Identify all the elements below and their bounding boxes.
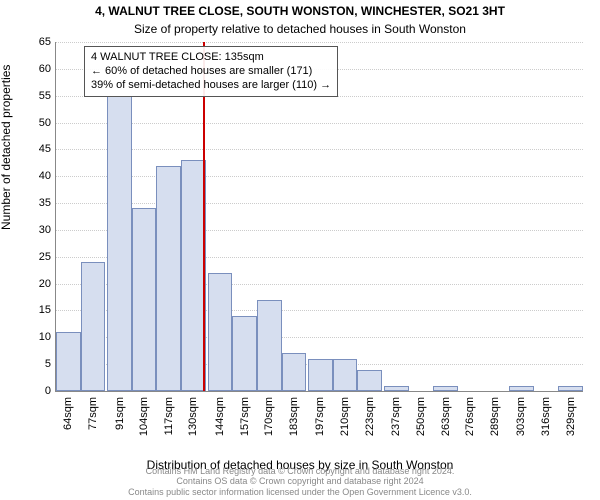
y-tick-label: 5	[45, 358, 51, 370]
x-tick-label: 210sqm	[339, 397, 351, 436]
histogram-bar	[433, 386, 458, 391]
x-tick-label: 289sqm	[489, 397, 501, 436]
histogram-bar	[232, 316, 257, 391]
grid-line	[56, 123, 583, 124]
x-tick-label: 237sqm	[390, 397, 402, 436]
chart-title: 4, WALNUT TREE CLOSE, SOUTH WONSTON, WIN…	[0, 4, 600, 18]
grid-line	[56, 203, 583, 204]
grid-line	[56, 149, 583, 150]
y-tick-label: 0	[45, 385, 51, 397]
y-tick-label: 30	[39, 224, 51, 236]
x-tick-label: 263sqm	[440, 397, 452, 436]
x-tick-label: 170sqm	[263, 397, 275, 436]
y-tick-label: 35	[39, 197, 51, 209]
y-tick-label: 20	[39, 278, 51, 290]
y-tick-label: 40	[39, 170, 51, 182]
y-tick-label: 15	[39, 304, 51, 316]
x-tick-label: 303sqm	[515, 397, 527, 436]
grid-line	[56, 176, 583, 177]
histogram-bar	[107, 96, 132, 391]
footer-line-1: Contains HM Land Registry data © Crown c…	[0, 466, 600, 477]
y-tick-label: 10	[39, 331, 51, 343]
x-tick-label: 130sqm	[187, 397, 199, 436]
annotation-box: 4 WALNUT TREE CLOSE: 135sqm ← 60% of det…	[84, 46, 338, 97]
x-tick-label: 144sqm	[214, 397, 226, 436]
y-tick-label: 55	[39, 90, 51, 102]
x-tick-label: 91sqm	[114, 397, 126, 430]
histogram-bar	[156, 166, 181, 392]
grid-line	[56, 42, 583, 43]
footer-line-2: Contains OS data © Crown copyright and d…	[0, 476, 600, 487]
histogram-bar	[357, 370, 382, 391]
histogram-bar	[282, 353, 307, 391]
x-tick-label: 316sqm	[540, 397, 552, 436]
x-tick-label: 77sqm	[87, 397, 99, 430]
annotation-line-3: 39% of semi-detached houses are larger (…	[91, 79, 331, 93]
y-tick-label: 60	[39, 63, 51, 75]
histogram-bar	[81, 262, 106, 391]
annotation-line-1: 4 WALNUT TREE CLOSE: 135sqm	[91, 51, 331, 65]
x-tick-label: 250sqm	[415, 397, 427, 436]
x-tick-label: 329sqm	[565, 397, 577, 436]
plot-area: 0510152025303540455055606564sqm77sqm91sq…	[55, 42, 583, 392]
x-tick-label: 104sqm	[138, 397, 150, 436]
x-tick-label: 197sqm	[314, 397, 326, 436]
footer-line-3: Contains public sector information licen…	[0, 487, 600, 498]
x-tick-label: 183sqm	[288, 397, 300, 436]
y-tick-label: 65	[39, 36, 51, 48]
histogram-bar	[308, 359, 333, 391]
histogram-bar	[56, 332, 81, 391]
chart-container: 4, WALNUT TREE CLOSE, SOUTH WONSTON, WIN…	[0, 0, 600, 500]
y-tick-label: 25	[39, 251, 51, 263]
chart-footer: Contains HM Land Registry data © Crown c…	[0, 466, 600, 498]
histogram-bar	[333, 359, 358, 391]
y-tick-label: 45	[39, 143, 51, 155]
y-tick-label: 50	[39, 117, 51, 129]
x-tick-label: 157sqm	[239, 397, 251, 436]
x-tick-label: 223sqm	[364, 397, 376, 436]
histogram-bar	[384, 386, 409, 391]
histogram-bar	[509, 386, 534, 391]
histogram-bar	[257, 300, 282, 391]
histogram-bar	[208, 273, 233, 391]
histogram-bar	[558, 386, 583, 391]
x-tick-label: 117sqm	[163, 397, 175, 435]
x-tick-label: 64sqm	[62, 397, 74, 430]
annotation-line-2: ← 60% of detached houses are smaller (17…	[91, 65, 331, 79]
y-axis-label: Number of detached properties	[0, 65, 13, 230]
x-tick-label: 276sqm	[464, 397, 476, 436]
chart-subtitle: Size of property relative to detached ho…	[0, 22, 600, 36]
histogram-bar	[132, 208, 157, 391]
